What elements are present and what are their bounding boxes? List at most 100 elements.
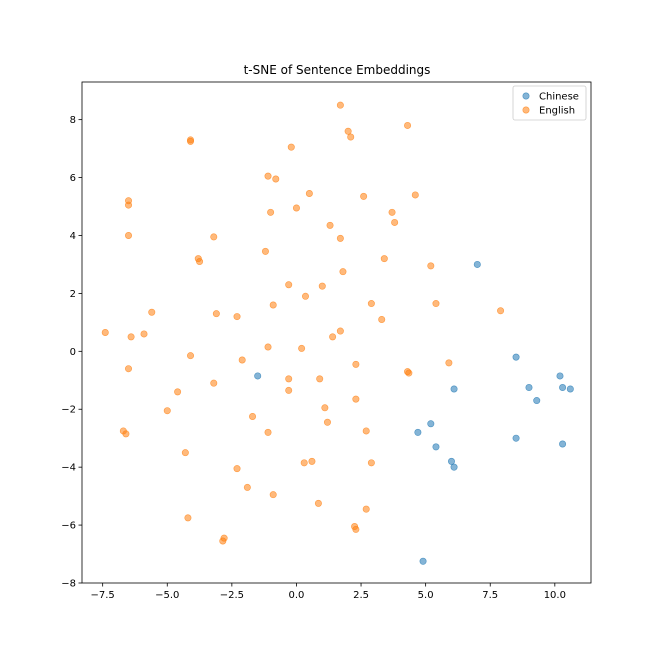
- point-english-75: [362, 505, 370, 513]
- point-english-27: [339, 268, 347, 276]
- point-english-78: [352, 525, 360, 533]
- point-english-68: [367, 459, 375, 467]
- series-chinese: [254, 260, 574, 565]
- point-english-39: [336, 327, 344, 335]
- point-chinese-10: [512, 434, 520, 442]
- point-english-40: [101, 328, 109, 336]
- point-english-36: [212, 310, 220, 318]
- legend-marker-chinese: [522, 92, 530, 100]
- point-english-31: [367, 300, 375, 308]
- legend-label-english: English: [539, 106, 575, 117]
- point-chinese-6: [533, 397, 541, 405]
- point-english-67: [181, 449, 189, 457]
- x-tick-label: −5.0: [155, 590, 179, 601]
- point-english-47: [238, 356, 246, 364]
- point-english-6: [287, 143, 295, 151]
- point-english-76: [184, 514, 192, 522]
- point-english-37: [233, 313, 241, 321]
- y-tick-label: −6: [61, 521, 76, 532]
- y-tick-label: −2: [61, 405, 76, 416]
- point-english-19: [125, 231, 133, 239]
- point-chinese-5: [566, 385, 574, 393]
- point-english-71: [233, 465, 241, 473]
- point-english-56: [174, 388, 182, 396]
- point-chinese-2: [556, 372, 564, 380]
- point-english-73: [269, 491, 277, 499]
- point-chinese-7: [450, 385, 458, 393]
- point-english-30: [301, 292, 309, 300]
- point-english-64: [122, 430, 130, 438]
- x-axis: −7.5 −5.0 −2.5 0.0 2.5 5.0 7.5 10.0: [91, 583, 566, 601]
- point-english-70: [300, 459, 308, 467]
- point-english-23: [380, 255, 388, 263]
- point-english-25: [196, 258, 204, 266]
- point-english-26: [427, 262, 435, 270]
- point-english-44: [264, 343, 272, 351]
- point-chinese-14: [450, 463, 458, 471]
- point-english-38: [378, 315, 386, 323]
- point-english-8: [272, 175, 280, 183]
- point-english-66: [362, 427, 370, 435]
- point-english-14: [292, 204, 300, 212]
- legend-label-chinese: Chinese: [539, 92, 579, 103]
- point-english-5: [187, 137, 195, 145]
- x-tick-label: 5.0: [418, 590, 434, 601]
- point-chinese-1: [512, 353, 520, 361]
- point-english-74: [314, 499, 322, 507]
- point-chinese-16: [419, 557, 427, 565]
- point-english-48: [445, 359, 453, 367]
- point-english-59: [321, 404, 329, 412]
- point-english-15: [267, 208, 275, 216]
- point-english-35: [148, 308, 156, 316]
- point-english-42: [127, 333, 135, 341]
- x-tick-label: 10.0: [544, 590, 566, 601]
- point-english-57: [285, 386, 293, 394]
- point-english-52: [405, 369, 413, 377]
- point-english-54: [316, 375, 324, 383]
- y-tick-label: 2: [70, 289, 76, 300]
- point-english-2: [347, 133, 355, 141]
- y-tick-label: 6: [70, 173, 76, 184]
- point-english-55: [210, 379, 218, 387]
- y-tick-label: 0: [70, 347, 76, 358]
- point-english-0: [336, 101, 344, 109]
- x-tick-label: −7.5: [91, 590, 115, 601]
- point-chinese-8: [427, 420, 435, 428]
- point-english-58: [352, 395, 360, 403]
- y-tick-label: 8: [70, 115, 76, 126]
- point-chinese-15: [254, 372, 262, 380]
- point-english-41: [140, 330, 148, 338]
- chart-title: t-SNE of Sentence Embeddings: [244, 63, 431, 77]
- point-english-45: [298, 344, 306, 352]
- point-english-29: [318, 282, 326, 290]
- point-english-32: [432, 300, 440, 308]
- point-english-80: [219, 537, 227, 545]
- point-chinese-12: [432, 443, 440, 451]
- x-tick-label: 2.5: [353, 590, 369, 601]
- point-english-13: [125, 201, 133, 209]
- point-english-69: [308, 457, 316, 465]
- point-chinese-11: [559, 440, 567, 448]
- point-english-65: [264, 428, 272, 436]
- legend: Chinese English: [512, 85, 587, 121]
- point-english-7: [264, 172, 272, 180]
- point-english-18: [326, 221, 334, 229]
- point-english-60: [163, 407, 171, 415]
- point-english-1: [344, 127, 352, 135]
- y-tick-label: −4: [61, 463, 76, 474]
- point-english-21: [336, 234, 344, 242]
- point-english-34: [497, 307, 505, 315]
- point-english-28: [285, 281, 293, 289]
- y-tick-label: −8: [61, 579, 76, 590]
- point-chinese-4: [559, 384, 567, 392]
- axes-frame: [81, 81, 592, 584]
- legend-marker-english: [522, 106, 530, 114]
- point-english-62: [323, 418, 331, 426]
- point-english-50: [125, 365, 133, 373]
- point-english-43: [329, 333, 337, 341]
- x-tick-label: −2.5: [220, 590, 244, 601]
- point-english-3: [404, 121, 412, 129]
- point-chinese-13: [447, 457, 455, 465]
- series-english: [101, 101, 505, 545]
